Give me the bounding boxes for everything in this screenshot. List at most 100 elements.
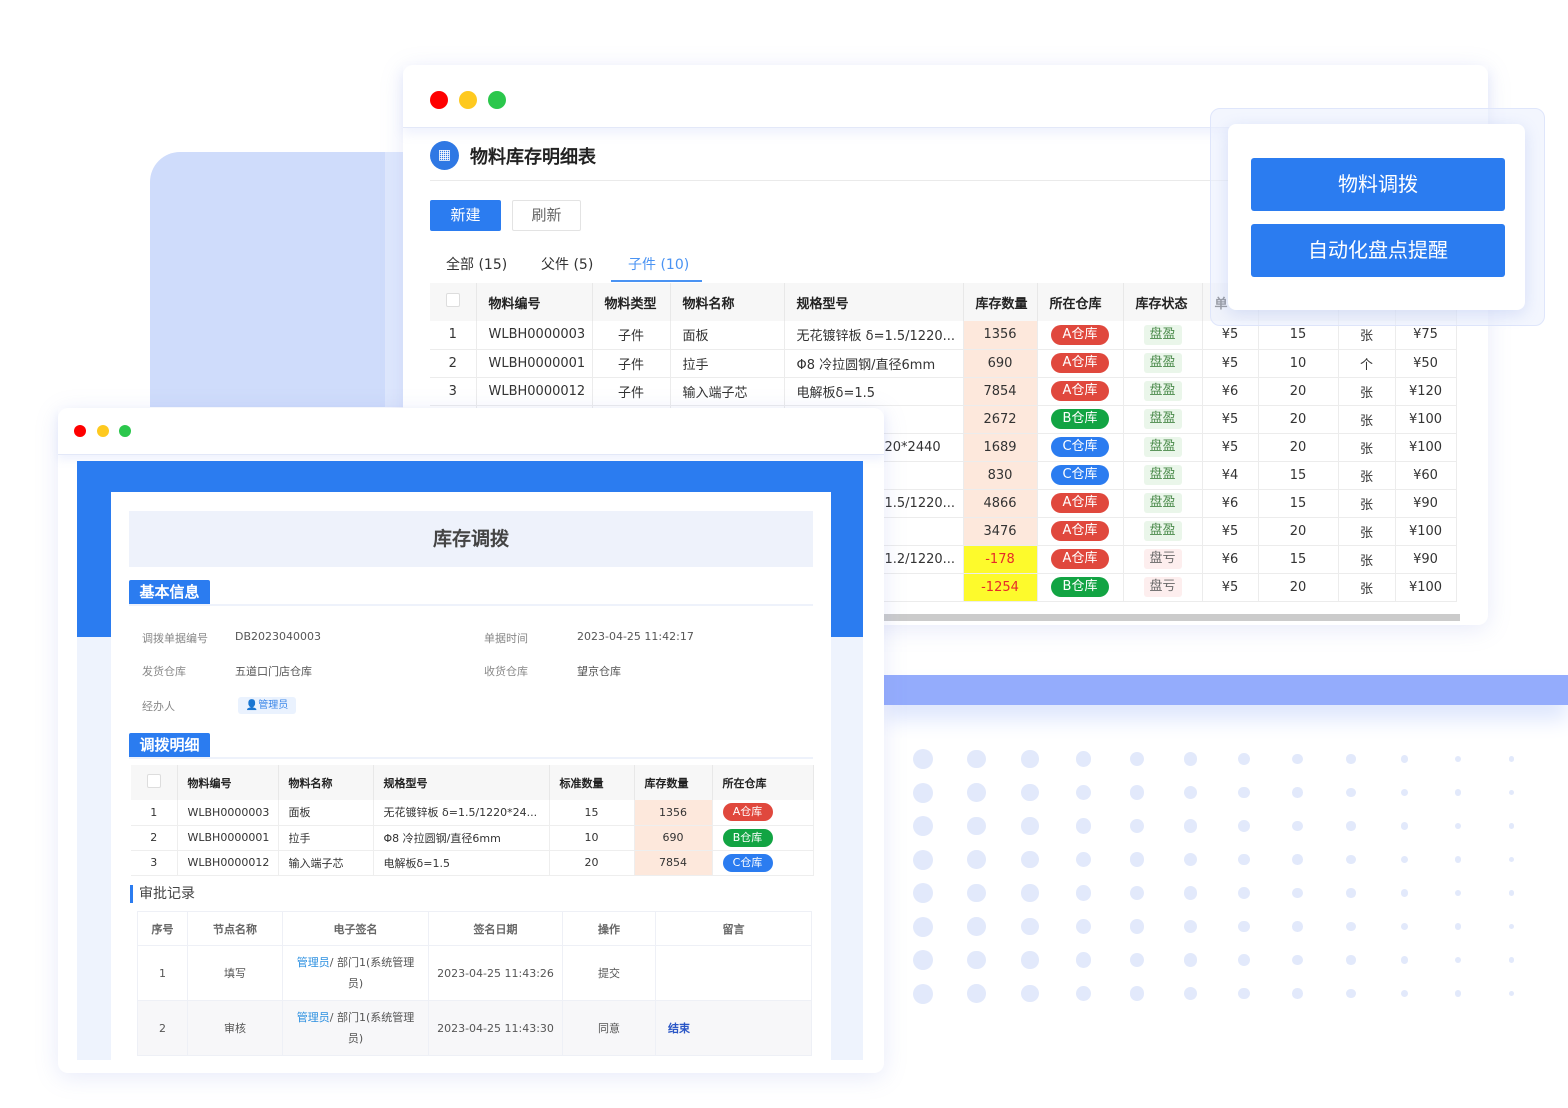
cell-qty: 2672 — [963, 405, 1038, 434]
horizontal-scrollbar[interactable] — [884, 614, 1460, 621]
tab-child[interactable]: 子件 (10) — [628, 257, 690, 273]
divider — [129, 757, 813, 759]
material-transfer-button[interactable]: 物料调拨 — [1251, 158, 1505, 211]
active-tab-indicator — [611, 280, 702, 282]
select-all-checkbox-cell — [430, 283, 477, 321]
cell-no: 1 — [131, 800, 178, 826]
decorative-dot — [1129, 751, 1145, 767]
select-all-checkbox[interactable] — [146, 774, 161, 788]
column-header: 电子签名 — [282, 911, 429, 946]
column-header: 留言 — [655, 911, 812, 946]
transfer-detail-table: 物料编号 物料名称 规格型号 标准数量 库存数量 所在仓库 1 WLBH0000003 面板无… — [131, 765, 814, 876]
auto-stocktake-reminder-button[interactable]: 自动化盘点提醒 — [1251, 224, 1505, 277]
decorative-dot — [1508, 890, 1515, 896]
decorative-dot — [913, 782, 933, 803]
cell-num: 20 — [1258, 573, 1339, 602]
decorative-dot — [1238, 920, 1250, 933]
decorative-dot — [913, 883, 933, 903]
decorative-dot — [1454, 923, 1462, 930]
stock-status-badge: 盘盈 — [1143, 437, 1182, 457]
column-header: 库存数量 — [634, 765, 713, 800]
warehouse-badge: C仓库 — [1051, 437, 1109, 457]
minimize-window-button[interactable] — [459, 91, 477, 109]
decorative-dot — [1508, 823, 1515, 829]
table-row[interactable]: 3 WLBH0000012 子件 输入端子芯 电解板δ=1.5 7854 A仓库 盘盈 ¥6 20… — [430, 377, 1457, 406]
decorative-dot — [1129, 986, 1145, 1001]
signer-link[interactable]: 管理员 — [296, 956, 330, 969]
cell-num: 15 — [1258, 461, 1339, 490]
decorative-dot — [913, 916, 933, 937]
cell-name: 拉手 — [670, 349, 785, 378]
handler-chip[interactable]: 👤管理员 — [238, 697, 296, 714]
decorative-dot — [1292, 787, 1303, 798]
cell-wh: A仓库 — [712, 800, 814, 826]
column-header: 签名日期 — [428, 911, 563, 946]
cell-status: 盘盈 — [1123, 349, 1203, 378]
doc-no-value: DB2023040003 — [235, 630, 322, 643]
minimize-window-button[interactable] — [97, 425, 109, 437]
cell-action: 同意 — [562, 1000, 656, 1056]
tab-all[interactable]: 全部 (15) — [446, 257, 508, 273]
table-row[interactable]: 1 WLBH0000003 面板 无花镀锌板 δ=1.5/1220*24... 15 13… — [131, 800, 814, 826]
tab-parent[interactable]: 父件 (5) — [541, 257, 594, 273]
cell-signature: 管理员/ 部门1(系统管理员) — [282, 1000, 429, 1056]
decorative-dot — [1021, 917, 1039, 936]
cell-amount: ¥50 — [1395, 349, 1457, 378]
table-row[interactable]: 3 WLBH0000012 输入端子芯 电解板δ=1.5 20 7854 C仓库 — [131, 850, 814, 876]
approval-table: 序号 节点名称 电子签名 签名日期 操作 留言 1 填写 管理员/ 部门1(系统管理员) 202… — [137, 911, 812, 1056]
table-row[interactable]: 2 WLBH0000001 拉手 Φ8 冷拉圆钢/直径6mm 10 690 B仓库 — [131, 825, 814, 851]
decorative-dot — [1183, 886, 1198, 900]
decorative-band — [884, 675, 1568, 705]
decorative-dot — [967, 816, 986, 836]
stock-status-badge: 盘盈 — [1143, 324, 1182, 345]
decorative-dot — [1075, 851, 1092, 868]
new-button[interactable]: 新建 — [430, 200, 501, 231]
warehouse-badge: B仓库 — [1051, 409, 1109, 429]
cell-spec: Φ8 冷拉圆钢/直径6mm — [373, 825, 550, 851]
cell-spec: 无花镀锌板 δ=1.5/1220*24... — [373, 800, 550, 826]
cell-no: 2 — [131, 825, 178, 851]
cell-status: 盘盈 — [1123, 517, 1203, 546]
decorative-dot — [1454, 956, 1462, 964]
cell-qty: 4866 — [963, 489, 1038, 518]
cell-date: 2023-04-25 11:43:26 — [428, 945, 563, 1001]
decorative-dot — [1238, 987, 1250, 1000]
cell-no: 1 — [137, 945, 188, 1001]
cell-std: 20 — [549, 850, 635, 876]
select-all-checkbox[interactable] — [445, 293, 460, 307]
cell-code: WLBH0000001 — [177, 825, 279, 851]
decorative-dot — [1454, 889, 1462, 897]
decorative-dot — [1508, 789, 1515, 796]
cell-status: 盘盈 — [1123, 489, 1203, 518]
cell-name: 输入端子芯 — [670, 377, 785, 406]
cell-note — [655, 945, 812, 1001]
cell-qty: -1254 — [963, 573, 1038, 602]
column-header: 规格型号 — [784, 283, 964, 321]
cell-wh: A仓库 — [1037, 377, 1124, 406]
cell-no: 3 — [131, 850, 178, 876]
cell-unit: 张 — [1338, 377, 1396, 406]
column-header: 库存数量 — [963, 283, 1038, 321]
decorative-dot — [1183, 785, 1198, 800]
decorative-dot — [1292, 988, 1303, 999]
warehouse-badge: A仓库 — [1051, 381, 1109, 401]
signer-link[interactable]: 管理员 — [296, 1011, 330, 1024]
table-row[interactable]: 1 WLBH0000003 子件 面板 无花镀锌板 δ=1.5/1220... 1356 A… — [430, 321, 1457, 350]
cell-status: 盘盈 — [1123, 405, 1203, 434]
maximize-window-button[interactable] — [488, 91, 506, 109]
decorative-dot — [967, 850, 986, 869]
cell-spec: 电解板δ=1.5 — [373, 850, 550, 876]
maximize-window-button[interactable] — [119, 425, 131, 437]
decorative-dot — [1075, 985, 1092, 1002]
page-title: 物料库存明细表 — [470, 147, 596, 168]
close-window-button[interactable] — [74, 425, 86, 437]
cell-wh: C仓库 — [712, 850, 814, 876]
column-header: 标准数量 — [549, 765, 635, 800]
decorative-dot — [1238, 887, 1250, 899]
cell-amount: ¥100 — [1395, 517, 1457, 546]
close-window-button[interactable] — [430, 91, 448, 109]
refresh-button[interactable]: 刷新 — [512, 200, 581, 231]
table-row[interactable]: 2 WLBH0000001 子件 拉手 Φ8 冷拉圆钢/直径6mm 690 A仓库 盘盈 ¥5 1… — [430, 349, 1457, 378]
cell-price: ¥5 — [1202, 349, 1259, 378]
column-header: 规格型号 — [373, 765, 550, 800]
